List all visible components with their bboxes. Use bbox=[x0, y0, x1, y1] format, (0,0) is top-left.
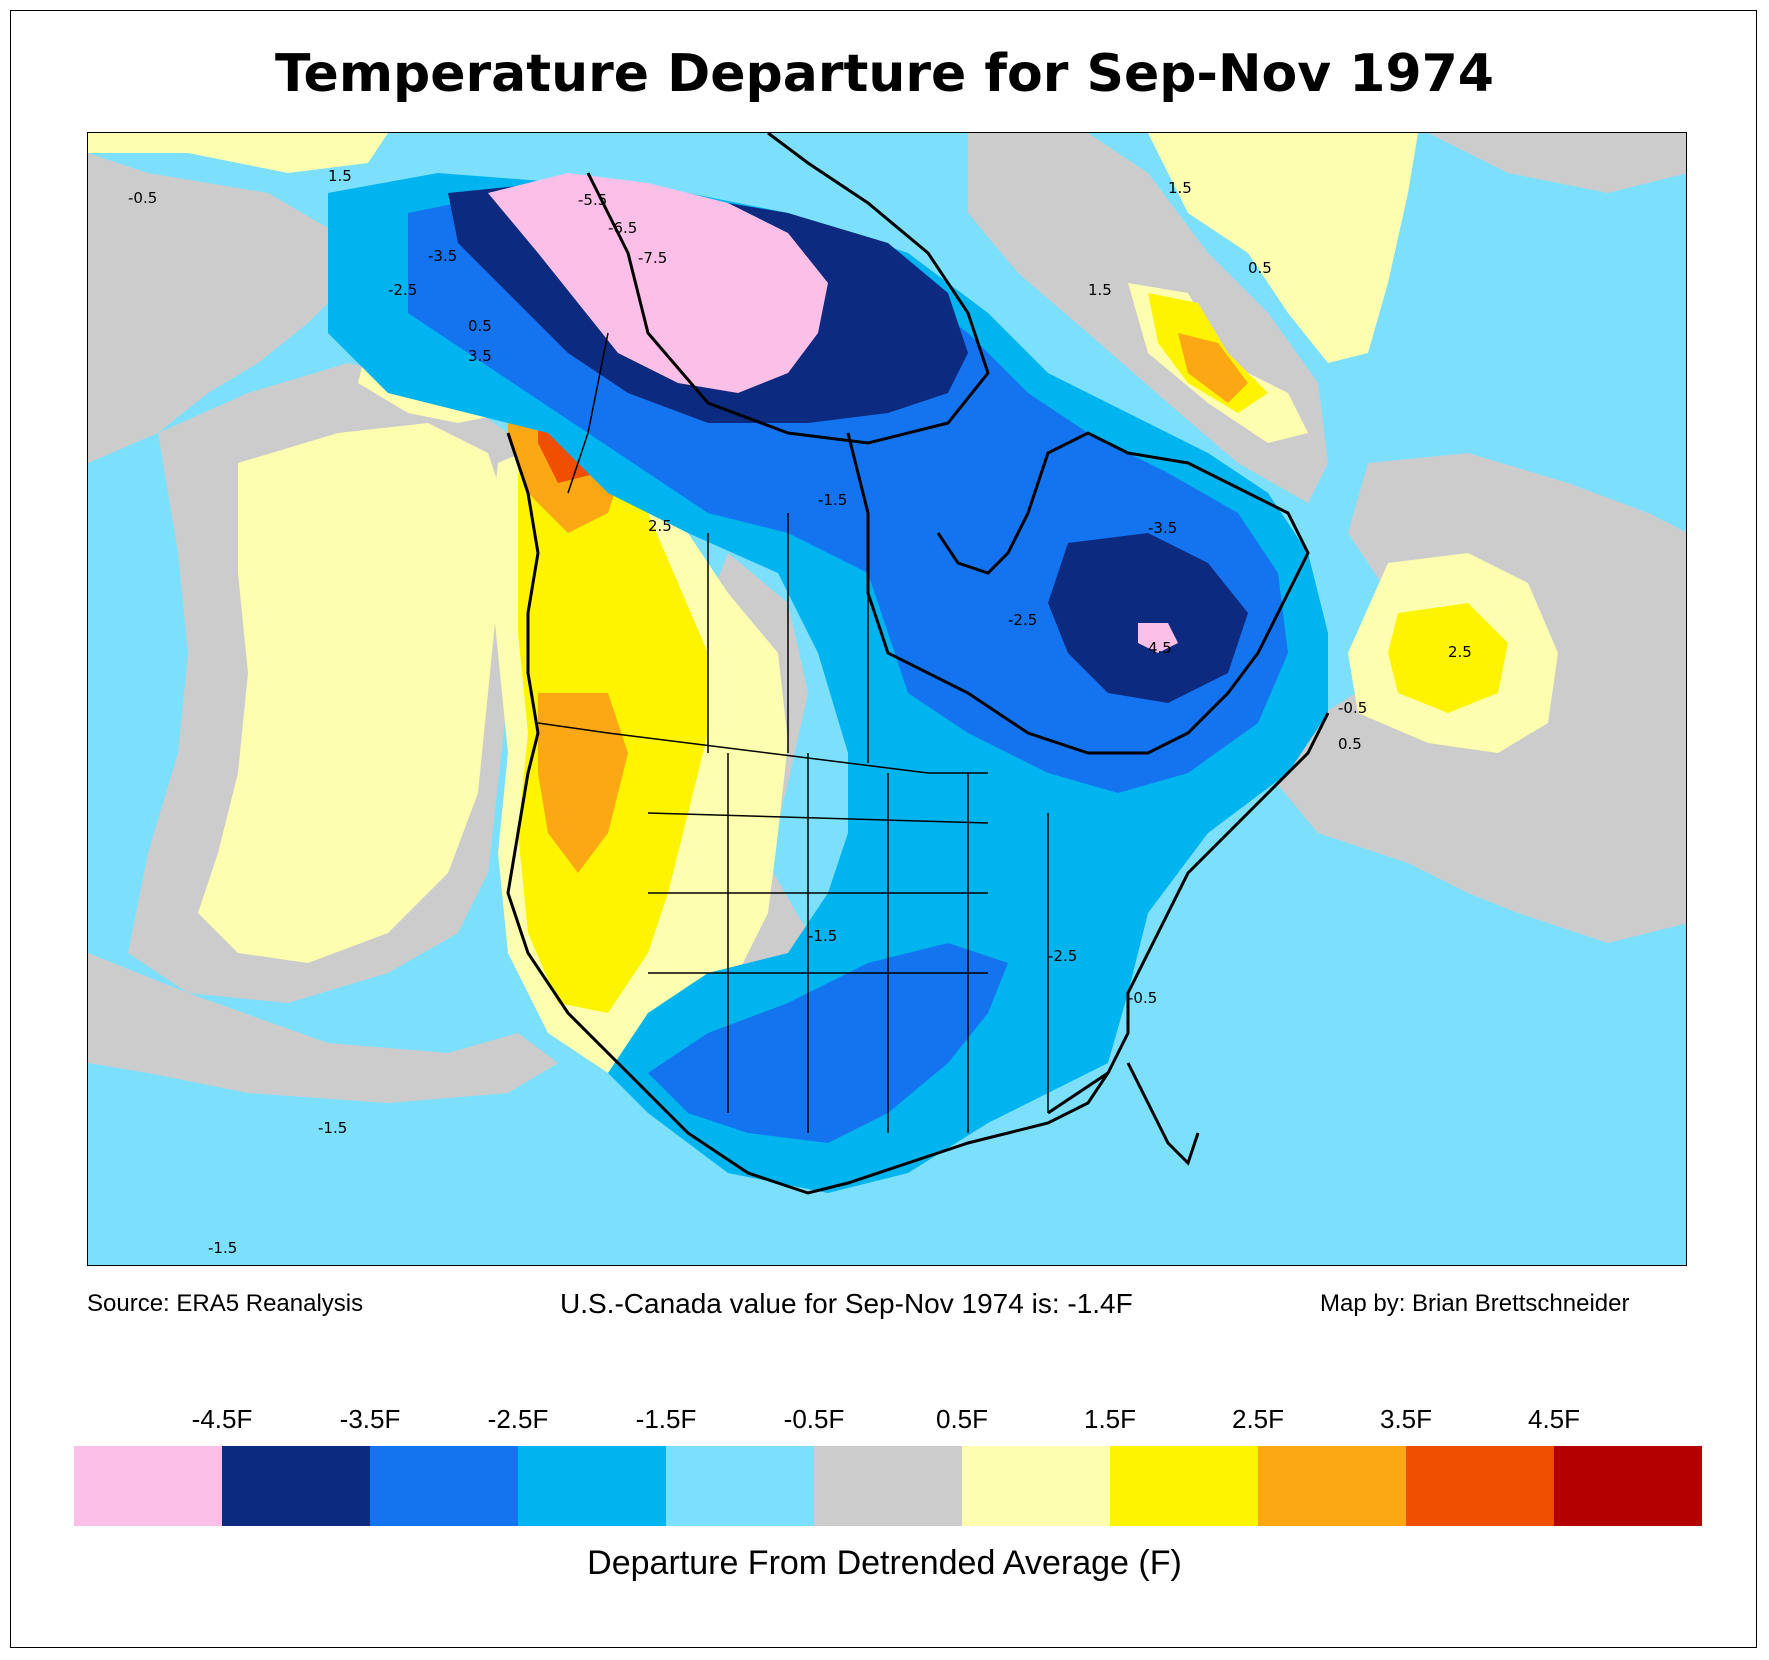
legend-swatch bbox=[74, 1446, 222, 1526]
contour-label: -2.5 bbox=[388, 281, 417, 299]
contour-label: -3.5 bbox=[1148, 519, 1177, 537]
warm-zone-pacific bbox=[198, 423, 508, 963]
contour-label: -1.5 bbox=[318, 1119, 347, 1137]
contour-label: 1.5 bbox=[328, 167, 352, 185]
contour-label: 4.5 bbox=[1148, 639, 1172, 657]
contour-label: -1.5 bbox=[208, 1239, 237, 1257]
legend-swatch bbox=[518, 1446, 666, 1526]
grey-zone-baffin bbox=[1428, 133, 1686, 193]
map-title: Temperature Departure for Sep-Nov 1974 bbox=[274, 44, 1494, 104]
legend-tick: 4.5F bbox=[1527, 1404, 1581, 1434]
figure-frame bbox=[10, 10, 1757, 1648]
legend-swatch bbox=[666, 1446, 814, 1526]
contour-label: 0.5 bbox=[468, 317, 492, 335]
contour-label: 0.5 bbox=[1338, 735, 1362, 753]
coastlines bbox=[506, 133, 1330, 1195]
contour-label: 2.5 bbox=[1448, 643, 1472, 661]
contour-label: -7.5 bbox=[638, 249, 667, 267]
contour-label: -2.5 bbox=[1008, 611, 1037, 629]
legend-tick: 2.5F bbox=[1231, 1404, 1285, 1434]
legend-tick: -4.5F bbox=[191, 1404, 253, 1434]
contour-label: -1.5 bbox=[818, 491, 847, 509]
cold-zone-dark-blue-quebec bbox=[1048, 533, 1248, 703]
cold-zone-blue-south bbox=[648, 943, 1008, 1143]
contour-label: -2.5 bbox=[1048, 947, 1077, 965]
legend-swatch bbox=[1110, 1446, 1258, 1526]
warm-zone-orange-greenland bbox=[1178, 333, 1248, 403]
legend-tick: 3.5F bbox=[1379, 1404, 1433, 1434]
legend-title: Departure From Detrended Average (F) bbox=[587, 1544, 1182, 1582]
contour-label: -0.5 bbox=[1128, 989, 1157, 1007]
cold-zone-pink-quebec bbox=[1138, 623, 1178, 653]
contour-label: -0.5 bbox=[128, 189, 157, 207]
contour-label: 2.5 bbox=[648, 517, 672, 535]
legend-swatch bbox=[222, 1446, 370, 1526]
map-svg: -0.5 1.5 -5.5 -6.5 -7.5 -3.5 -2.5 0.5 1.… bbox=[88, 133, 1686, 1265]
legend-swatch bbox=[1406, 1446, 1554, 1526]
legend-tick: -1.5F bbox=[635, 1404, 697, 1434]
credit-label: Map by: Brian Brettschneider bbox=[1320, 1290, 1630, 1317]
legend-swatch bbox=[962, 1446, 1110, 1526]
legend-swatch bbox=[814, 1446, 962, 1526]
legend-tick: 1.5F bbox=[1083, 1404, 1137, 1434]
grey-zone-east-pacific-south bbox=[88, 953, 558, 1103]
warm-zone-orange-us bbox=[538, 693, 628, 873]
summary-label: U.S.-Canada value for Sep-Nov 1974 is: -… bbox=[560, 1288, 1133, 1319]
contour-label: -5.5 bbox=[578, 191, 607, 209]
legend-tick: -2.5F bbox=[487, 1404, 549, 1434]
warm-zone-arctic bbox=[88, 133, 388, 173]
legend-swatch bbox=[370, 1446, 518, 1526]
contour-label: -0.5 bbox=[1338, 699, 1367, 717]
warm-zone-yellow-atlantic bbox=[1388, 603, 1508, 713]
legend-colorbar bbox=[74, 1446, 1702, 1526]
legend-swatch bbox=[1258, 1446, 1406, 1526]
source-label: Source: ERA5 Reanalysis bbox=[87, 1290, 364, 1317]
legend-tick: -0.5F bbox=[783, 1404, 845, 1434]
contour-label: -6.5 bbox=[608, 219, 637, 237]
grey-zone-north-pacific bbox=[88, 153, 348, 463]
contour-label: 0.5 bbox=[1248, 259, 1272, 277]
political-borders bbox=[537, 332, 1049, 1133]
contour-label: 1.5 bbox=[1088, 281, 1112, 299]
legend-tick: 0.5F bbox=[935, 1404, 989, 1434]
legend-swatch bbox=[1554, 1446, 1702, 1526]
warm-zone-greenland bbox=[1148, 133, 1418, 363]
temperature-map[interactable]: -0.5 1.5 -5.5 -6.5 -7.5 -3.5 -2.5 0.5 1.… bbox=[87, 132, 1687, 1266]
contour-labels: -0.5 1.5 -5.5 -6.5 -7.5 -3.5 -2.5 0.5 1.… bbox=[128, 167, 1472, 1257]
contour-label: -1.5 bbox=[808, 927, 837, 945]
contour-label: -3.5 bbox=[428, 247, 457, 265]
legend-ticks: -4.5F -3.5F -2.5F -1.5F -0.5F 0.5F 1.5F … bbox=[0, 1404, 1769, 1440]
cold-zone-pink-arctic bbox=[488, 173, 828, 393]
contour-label: 3.5 bbox=[468, 347, 492, 365]
legend-tick: -3.5F bbox=[339, 1404, 401, 1434]
contour-label: 1.5 bbox=[1168, 179, 1192, 197]
